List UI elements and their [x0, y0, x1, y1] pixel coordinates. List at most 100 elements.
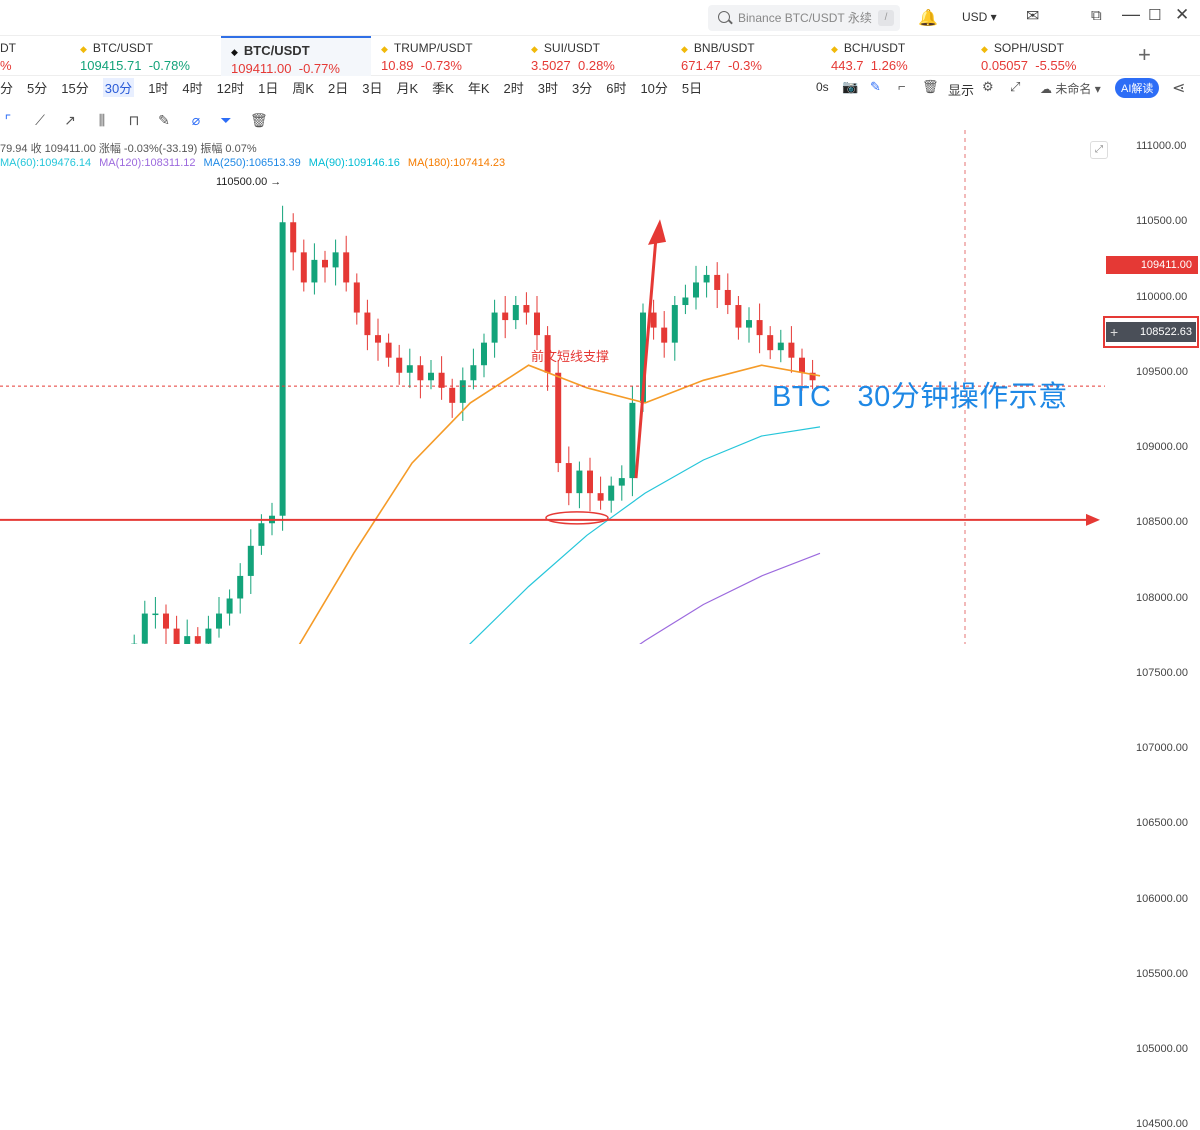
interval-option[interactable]: 季K	[432, 78, 454, 97]
ticker-tab[interactable]: ◆BTC/USDT 109415.71 -0.78%	[70, 36, 220, 76]
ray-tool-icon[interactable]: ↗	[62, 112, 78, 128]
ticker-tab[interactable]: ◆BCH/USDT 443.7 1.26%	[821, 36, 971, 76]
countdown-label: 0s	[816, 80, 829, 94]
price-tick: 111000.00	[1136, 140, 1186, 152]
candle-body	[343, 252, 349, 282]
filter-icon[interactable]: ⏷	[218, 112, 234, 128]
expand-icon[interactable]: ⤢	[1090, 141, 1108, 159]
layout-select[interactable]: ☁ 未命名 ▾	[1040, 80, 1101, 97]
crop-icon[interactable]: ⌐	[898, 79, 906, 94]
ticker-tab[interactable]: ◆BNB/USDT 671.47 -0.3%	[671, 36, 821, 76]
ticker-tab[interactable]: ◆SOPH/USDT 0.05057 -5.55%	[971, 36, 1121, 76]
interval-option[interactable]: 3时	[538, 78, 558, 97]
interval-option[interactable]: 5分	[27, 78, 47, 97]
breakout-arrowhead	[648, 219, 666, 245]
candle-body	[142, 614, 148, 644]
candle-body	[513, 305, 519, 320]
candle-body	[799, 358, 805, 373]
coin-icon: ◆	[831, 44, 838, 54]
ticker-price: 443.7	[831, 58, 864, 73]
settings-icon[interactable]: ⚙	[982, 79, 994, 95]
magnet-icon[interactable]: ⌀	[188, 112, 204, 128]
price-tick: 109500.00	[1136, 366, 1188, 378]
interval-option[interactable]: 10分	[640, 78, 667, 97]
interval-option[interactable]: 30分	[103, 78, 134, 97]
note-icon[interactable]: ✎	[156, 112, 172, 128]
high-price-value: 110500.00	[216, 176, 267, 188]
interval-option[interactable]: 1日	[258, 78, 278, 97]
share-icon[interactable]: ⋖	[1172, 78, 1185, 98]
interval-option[interactable]: 5日	[682, 78, 702, 97]
candle-body	[672, 305, 678, 343]
layout-name: 未命名	[1055, 82, 1091, 96]
candle-body	[608, 486, 614, 501]
candle-body	[735, 305, 741, 328]
ticker-change: -0.78%	[149, 58, 190, 73]
search-input[interactable]: Binance BTC/USDT 永续 /	[708, 5, 900, 31]
window-snap-icon[interactable]: ⧉	[1091, 7, 1102, 24]
delete-icon[interactable]: 🗑	[922, 79, 939, 95]
candle-body	[767, 335, 773, 350]
interval-option[interactable]: 2时	[504, 78, 524, 97]
candle-body	[311, 260, 317, 283]
coin-icon: ◆	[381, 44, 388, 54]
ticker-tabs: DT % ◆BTC/USDT 109415.71 -0.78% ◆BTC/USD…	[0, 36, 1200, 76]
candle-body	[184, 636, 190, 644]
candle-body	[534, 313, 540, 336]
display-button[interactable]: 显示	[948, 80, 974, 99]
candle-body	[280, 222, 286, 515]
candle-body	[460, 380, 466, 403]
candle-body	[333, 252, 339, 267]
ticker-tab-active[interactable]: ◆BTC/USDT 109411.00 -0.77%	[221, 36, 371, 76]
candle-body	[788, 343, 794, 358]
price-tick: 105500.00	[1136, 968, 1188, 980]
interval-option[interactable]: 年K	[468, 78, 490, 97]
interval-option[interactable]: 分	[0, 78, 13, 97]
interval-option[interactable]: 6时	[606, 78, 626, 97]
maximize-icon[interactable]: ☐	[1148, 6, 1161, 24]
ma120-line	[4, 553, 820, 644]
interval-option[interactable]: 2日	[328, 78, 348, 97]
ticker-price: 3.5027	[531, 58, 571, 73]
mail-icon[interactable]: ✉	[1026, 6, 1039, 26]
top-bar: Binance BTC/USDT 永续 / 🔔 USD ▾ ✉ ⧉ — ☐ ✕	[0, 0, 1200, 36]
pencil-icon[interactable]: ✎	[870, 79, 881, 95]
trash-icon[interactable]: 🗑	[250, 112, 266, 128]
lock-icon[interactable]: ⊓	[126, 112, 142, 128]
interval-bar: 分 5分 15分 30分 1时 4时 12时 1日周K 2日 3日月K 季K 年K 2时 3时 3分 6时 10…	[0, 78, 716, 100]
candle-tool-icon[interactable]: ⫼	[94, 112, 110, 128]
interval-option[interactable]: 1时	[148, 78, 168, 97]
ticker-name: BTC/USDT	[93, 41, 153, 55]
candle-body	[428, 373, 434, 381]
interval-option[interactable]: 4时	[182, 78, 202, 97]
ticker-change: %	[0, 58, 70, 73]
minimize-icon[interactable]: —	[1122, 4, 1140, 25]
bell-icon[interactable]: 🔔	[918, 8, 938, 28]
line-tool-icon[interactable]: ⟋	[32, 112, 48, 128]
ticker-tab[interactable]: ◆TRUMP/USDT 10.89 -0.73%	[371, 36, 521, 76]
interval-option[interactable]: 12时	[217, 78, 244, 97]
candle-body	[386, 343, 392, 358]
interval-option[interactable]: 周K	[292, 78, 314, 97]
candle-body	[757, 320, 763, 335]
price-tick: 109000.00	[1136, 441, 1188, 453]
currency-select[interactable]: USD ▾	[962, 10, 997, 24]
ai-analysis-button[interactable]: AI解读	[1115, 78, 1159, 98]
ticker-change: -5.55%	[1035, 58, 1076, 73]
interval-option[interactable]: 15分	[61, 78, 88, 97]
interval-option[interactable]: 3分	[572, 78, 592, 97]
ticker-tab[interactable]: DT %	[0, 36, 70, 76]
camera-icon[interactable]: 📷	[842, 79, 858, 95]
candle-body	[619, 478, 625, 486]
interval-option[interactable]: 月K	[397, 78, 419, 97]
add-ticker-icon[interactable]: +	[1138, 42, 1151, 68]
ticker-name: BCH/USDT	[844, 41, 905, 55]
cursor-icon[interactable]: ⌜	[0, 112, 16, 128]
ticker-tab[interactable]: ◆SUI/USDT 3.5027 0.28%	[521, 36, 671, 76]
fullscreen-icon[interactable]: ⤢	[1010, 79, 1020, 95]
close-icon[interactable]: ✕	[1175, 5, 1189, 25]
interval-option[interactable]: 3日	[362, 78, 382, 97]
search-icon	[718, 11, 730, 23]
candle-body	[714, 275, 720, 290]
support-arrowhead	[1086, 514, 1100, 526]
